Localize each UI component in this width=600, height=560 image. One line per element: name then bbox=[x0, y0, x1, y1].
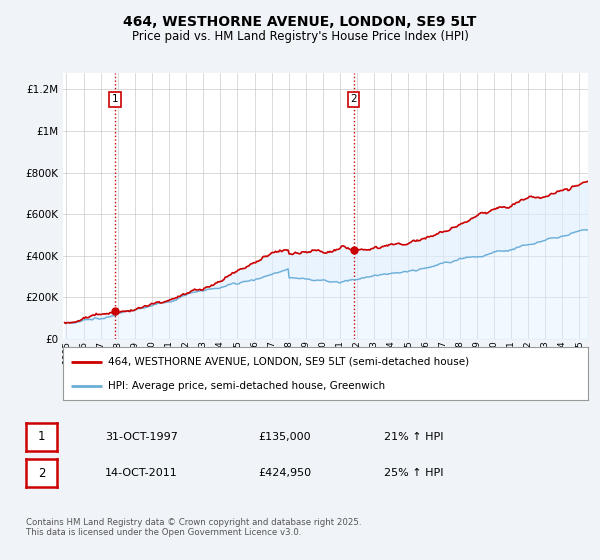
Text: 1: 1 bbox=[38, 430, 45, 444]
Text: 21% ↑ HPI: 21% ↑ HPI bbox=[384, 432, 443, 442]
Text: 464, WESTHORNE AVENUE, LONDON, SE9 5LT (semi-detached house): 464, WESTHORNE AVENUE, LONDON, SE9 5LT (… bbox=[107, 357, 469, 367]
Text: £135,000: £135,000 bbox=[258, 432, 311, 442]
Text: 25% ↑ HPI: 25% ↑ HPI bbox=[384, 468, 443, 478]
Text: Price paid vs. HM Land Registry's House Price Index (HPI): Price paid vs. HM Land Registry's House … bbox=[131, 30, 469, 43]
Text: 14-OCT-2011: 14-OCT-2011 bbox=[105, 468, 178, 478]
Text: 464, WESTHORNE AVENUE, LONDON, SE9 5LT: 464, WESTHORNE AVENUE, LONDON, SE9 5LT bbox=[124, 15, 476, 29]
Text: 2: 2 bbox=[350, 95, 357, 104]
Text: £424,950: £424,950 bbox=[258, 468, 311, 478]
Text: 1: 1 bbox=[112, 95, 118, 104]
Text: HPI: Average price, semi-detached house, Greenwich: HPI: Average price, semi-detached house,… bbox=[107, 381, 385, 391]
Text: Contains HM Land Registry data © Crown copyright and database right 2025.
This d: Contains HM Land Registry data © Crown c… bbox=[26, 518, 361, 538]
Text: 2: 2 bbox=[38, 466, 45, 480]
Text: 31-OCT-1997: 31-OCT-1997 bbox=[105, 432, 178, 442]
